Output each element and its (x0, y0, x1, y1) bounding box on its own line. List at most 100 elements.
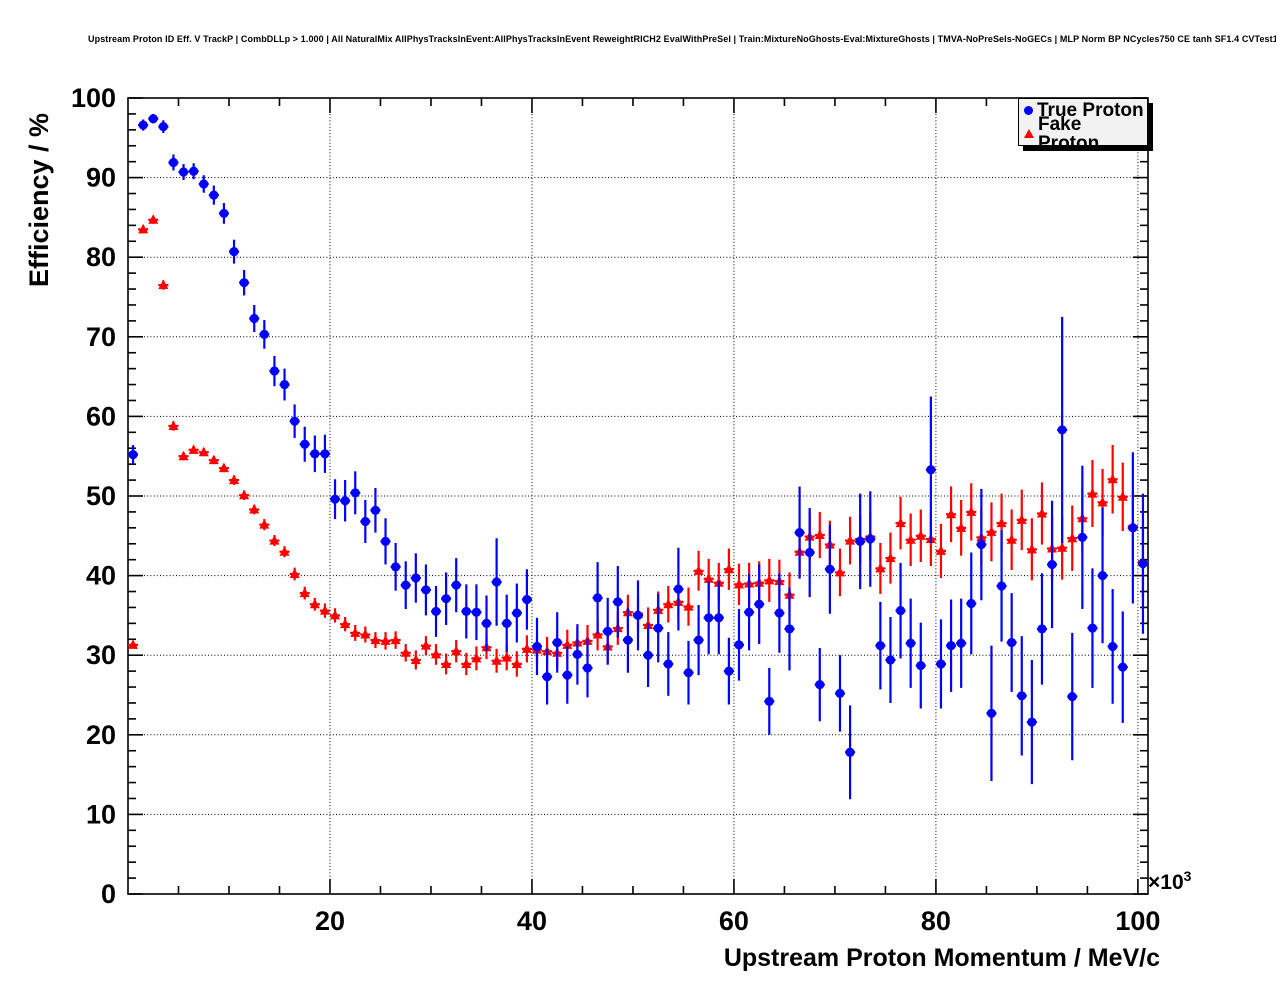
svg-text:40: 40 (517, 906, 547, 936)
fake-proton-point (158, 279, 169, 290)
fake-proton-point (451, 645, 462, 656)
fake-proton-point (269, 535, 280, 545)
true-proton-point (704, 613, 714, 623)
fake-proton-point (1006, 534, 1017, 544)
x-axis-title: Upstream Proton Momentum / MeV/c (723, 944, 1160, 972)
true-proton-point (956, 638, 966, 648)
gridlines (128, 98, 1148, 894)
true-proton-point (966, 598, 976, 609)
true-proton-point (693, 635, 704, 645)
fake-proton-point (471, 652, 482, 663)
true-proton-point (996, 581, 1007, 591)
fake-proton-point (1057, 542, 1068, 552)
fake-proton-point (663, 598, 674, 609)
true-proton-point (1138, 559, 1148, 569)
true-proton-point (189, 166, 199, 176)
true-proton-point (411, 573, 421, 583)
fake-proton-point (1016, 514, 1027, 524)
fake-proton-point (733, 578, 744, 589)
true-proton-point (330, 494, 340, 504)
fake-proton-point (1067, 532, 1078, 543)
fake-proton-point (420, 640, 431, 650)
true-proton-point (249, 313, 259, 324)
true-proton-point (512, 608, 522, 618)
series-true-proton (128, 113, 1148, 800)
fake-proton-point (239, 489, 250, 500)
fake-proton-point (956, 522, 967, 532)
true-proton-point (320, 449, 330, 459)
legend: True Proton Fake Proton (1018, 98, 1148, 153)
fake-proton-point (400, 647, 411, 657)
svg-text:20: 20 (86, 720, 116, 750)
true-proton-point (1108, 641, 1118, 652)
fake-proton-point (996, 517, 1007, 528)
true-proton-point (593, 593, 603, 603)
true-proton-point (380, 536, 391, 546)
true-proton-point (663, 659, 673, 669)
true-proton-point (290, 416, 300, 426)
true-proton-point (552, 637, 562, 648)
true-proton-point (683, 668, 694, 678)
fake-proton-point (178, 450, 189, 461)
true-proton-point (643, 650, 653, 660)
true-proton-point (774, 608, 784, 618)
plot-title: Upstream Proton ID Eff. V TrackP | CombD… (88, 34, 1276, 44)
fake-proton-point (764, 574, 775, 585)
fake-proton-point (1026, 543, 1037, 554)
fake-proton-point (501, 652, 512, 662)
svg-text:70: 70 (86, 322, 116, 352)
true-proton-point (502, 618, 512, 628)
true-proton-point (895, 606, 906, 616)
fake-proton-point (350, 627, 361, 637)
fake-proton-point (562, 639, 573, 649)
fake-proton-point (330, 609, 341, 620)
true-proton-point (784, 624, 795, 634)
fake-proton-point (683, 601, 694, 611)
svg-text:50: 50 (86, 481, 116, 511)
fake-proton-point (279, 546, 290, 556)
true-proton-point (209, 190, 219, 200)
fake-proton-point (259, 519, 270, 529)
true-proton-point (219, 208, 229, 219)
fake-proton-point (309, 598, 320, 609)
svg-text:100: 100 (1115, 906, 1160, 936)
true-proton-point (451, 580, 461, 590)
svg-text:40: 40 (86, 561, 116, 591)
true-proton-point (653, 623, 663, 633)
true-proton-point (582, 663, 593, 673)
true-proton-point (1007, 637, 1017, 648)
true-proton-marker-icon (1024, 106, 1033, 115)
true-proton-point (1067, 691, 1077, 702)
true-proton-point (1057, 425, 1067, 435)
x-axis-power-label: ×103 (1148, 868, 1191, 895)
fake-proton-point (1087, 488, 1098, 498)
true-proton-point (148, 114, 158, 124)
fake-proton-point (946, 508, 957, 519)
true-proton-point (492, 577, 502, 587)
true-proton-point (673, 584, 683, 594)
fake-proton-point (875, 562, 886, 573)
true-proton-point (542, 672, 552, 682)
true-proton-point (714, 613, 724, 623)
fake-proton-point (431, 648, 442, 659)
true-proton-point (734, 640, 744, 650)
true-proton-point (1097, 571, 1108, 581)
true-proton-point (1077, 532, 1087, 542)
fake-proton-point (128, 639, 139, 649)
true-proton-point (340, 496, 350, 506)
true-proton-point (825, 564, 835, 574)
x-power-base: ×10 (1148, 871, 1184, 894)
true-proton-point (522, 594, 532, 605)
fake-proton-point (168, 420, 179, 430)
fake-proton-point (229, 474, 240, 485)
fake-proton-point (1036, 508, 1047, 518)
true-proton-point (350, 488, 360, 498)
true-proton-point (764, 696, 774, 706)
fake-proton-point (461, 658, 472, 668)
fake-proton-point (198, 446, 209, 457)
fake-proton-point (905, 534, 916, 544)
fake-proton-point (966, 506, 977, 516)
true-proton-point (976, 539, 986, 550)
true-proton-point (1037, 624, 1047, 634)
